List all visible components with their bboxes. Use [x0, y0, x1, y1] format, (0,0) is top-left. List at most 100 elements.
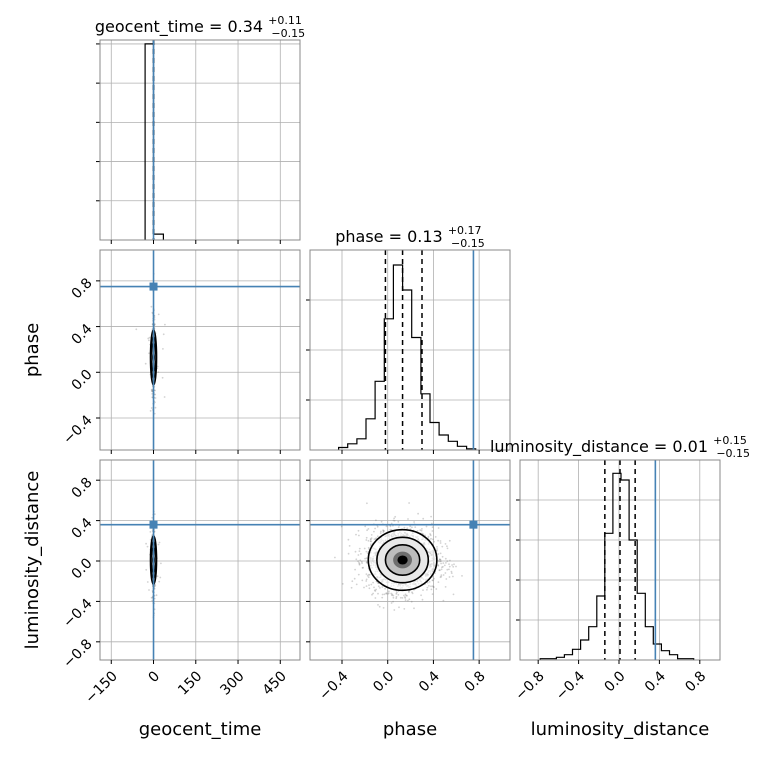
truth-marker — [149, 282, 158, 291]
scatter-point — [436, 546, 438, 548]
scatter-point — [135, 328, 138, 331]
scatter-point — [439, 558, 442, 561]
scatter-point — [150, 388, 153, 391]
scatter-point — [365, 561, 368, 564]
scatter-point — [452, 565, 455, 568]
scatter-point — [452, 575, 454, 578]
scatter-point — [367, 573, 370, 576]
scatter-point — [146, 545, 149, 548]
scatter-point — [361, 579, 364, 582]
scatter-point — [370, 583, 373, 586]
scatter-point — [146, 581, 149, 583]
scatter-point — [361, 567, 364, 569]
scatter-point — [376, 535, 379, 538]
x-tick-label: 300 — [217, 668, 247, 698]
scatter-point — [429, 534, 432, 537]
scatter-point — [366, 574, 369, 577]
scatter-point — [428, 585, 430, 587]
scatter-point — [437, 539, 439, 542]
scatter-point — [372, 592, 374, 595]
scatter-point — [437, 560, 440, 562]
scatter-point — [411, 526, 413, 529]
scatter-point — [374, 597, 377, 599]
scatter-point — [382, 529, 385, 532]
scatter-point — [449, 559, 451, 562]
scatter-point — [440, 560, 442, 562]
scatter-point — [366, 529, 368, 532]
scatter-point — [381, 596, 384, 599]
scatter-point — [395, 597, 398, 600]
scatter-point — [397, 526, 400, 528]
scatter-point — [372, 581, 374, 584]
scatter-point — [441, 545, 444, 548]
panel-1-0: −0.4 0.0 0.4 0.8 phase — [22, 249, 301, 454]
scatter-point — [417, 512, 419, 515]
scatter-point — [442, 565, 444, 568]
panel-content — [100, 40, 300, 240]
scatter-point — [366, 502, 368, 505]
scatter-point — [408, 598, 411, 601]
scatter-point — [369, 538, 372, 540]
scatter-point — [439, 569, 441, 572]
x-tick-label: 0.0 — [370, 668, 397, 695]
scatter-point — [148, 352, 151, 355]
scatter-point — [422, 589, 424, 591]
scatter-point — [451, 564, 453, 566]
scatter-point — [154, 585, 157, 587]
scatter-point — [351, 580, 354, 583]
scatter-point — [410, 600, 413, 603]
scatter-point — [149, 410, 152, 412]
scatter-point — [161, 376, 164, 379]
scatter-point — [375, 519, 377, 522]
scatter-point — [391, 594, 393, 597]
y-axis-label-luminosity_distance: luminosity_distance — [22, 471, 43, 650]
scatter-point — [448, 565, 451, 568]
scatter-point — [154, 401, 156, 404]
scatter-point — [144, 362, 147, 365]
scatter-point — [360, 553, 362, 555]
scatter-point — [420, 594, 422, 597]
scatter-point — [158, 580, 161, 583]
scatter-point — [445, 562, 447, 564]
scatter-point — [414, 526, 417, 528]
scatter-point — [453, 563, 455, 566]
scatter-point — [365, 585, 368, 587]
scatter-point — [151, 393, 154, 395]
y-tick-label: 0.8 — [69, 275, 96, 302]
scatter-point — [369, 540, 372, 543]
scatter-point — [365, 578, 368, 581]
scatter-point — [405, 594, 407, 597]
scatter-point — [452, 593, 455, 596]
scatter-point — [354, 568, 356, 571]
scatter-point — [147, 337, 150, 340]
scatter-point — [370, 543, 372, 546]
scatter-point — [393, 517, 395, 520]
y-tick-label: 0.4 — [69, 515, 96, 542]
scatter-point — [411, 591, 413, 594]
scatter-point — [430, 585, 432, 588]
scatter-point — [370, 537, 373, 539]
scatter-point — [404, 593, 407, 596]
scatter-point — [160, 562, 162, 565]
scatter-point — [362, 566, 364, 569]
y-tick-label: −0.4 — [60, 596, 95, 631]
panel-content — [310, 250, 510, 450]
scatter-point — [446, 568, 449, 571]
panel-content — [520, 460, 720, 660]
scatter-point — [153, 513, 156, 516]
scatter-point — [403, 526, 406, 529]
scatter-point — [363, 586, 365, 589]
scatter-point — [426, 586, 429, 589]
scatter-point — [153, 323, 156, 325]
scatter-point — [151, 516, 154, 519]
scatter-point — [448, 576, 451, 578]
scatter-point — [373, 589, 376, 592]
scatter-point — [427, 535, 430, 538]
scatter-point — [373, 538, 376, 540]
scatter-point — [397, 520, 400, 523]
scatter-point — [409, 525, 412, 528]
scatter-point — [382, 529, 384, 532]
scatter-point — [374, 590, 377, 592]
scatter-point — [426, 588, 428, 591]
truth-marker — [469, 520, 478, 529]
